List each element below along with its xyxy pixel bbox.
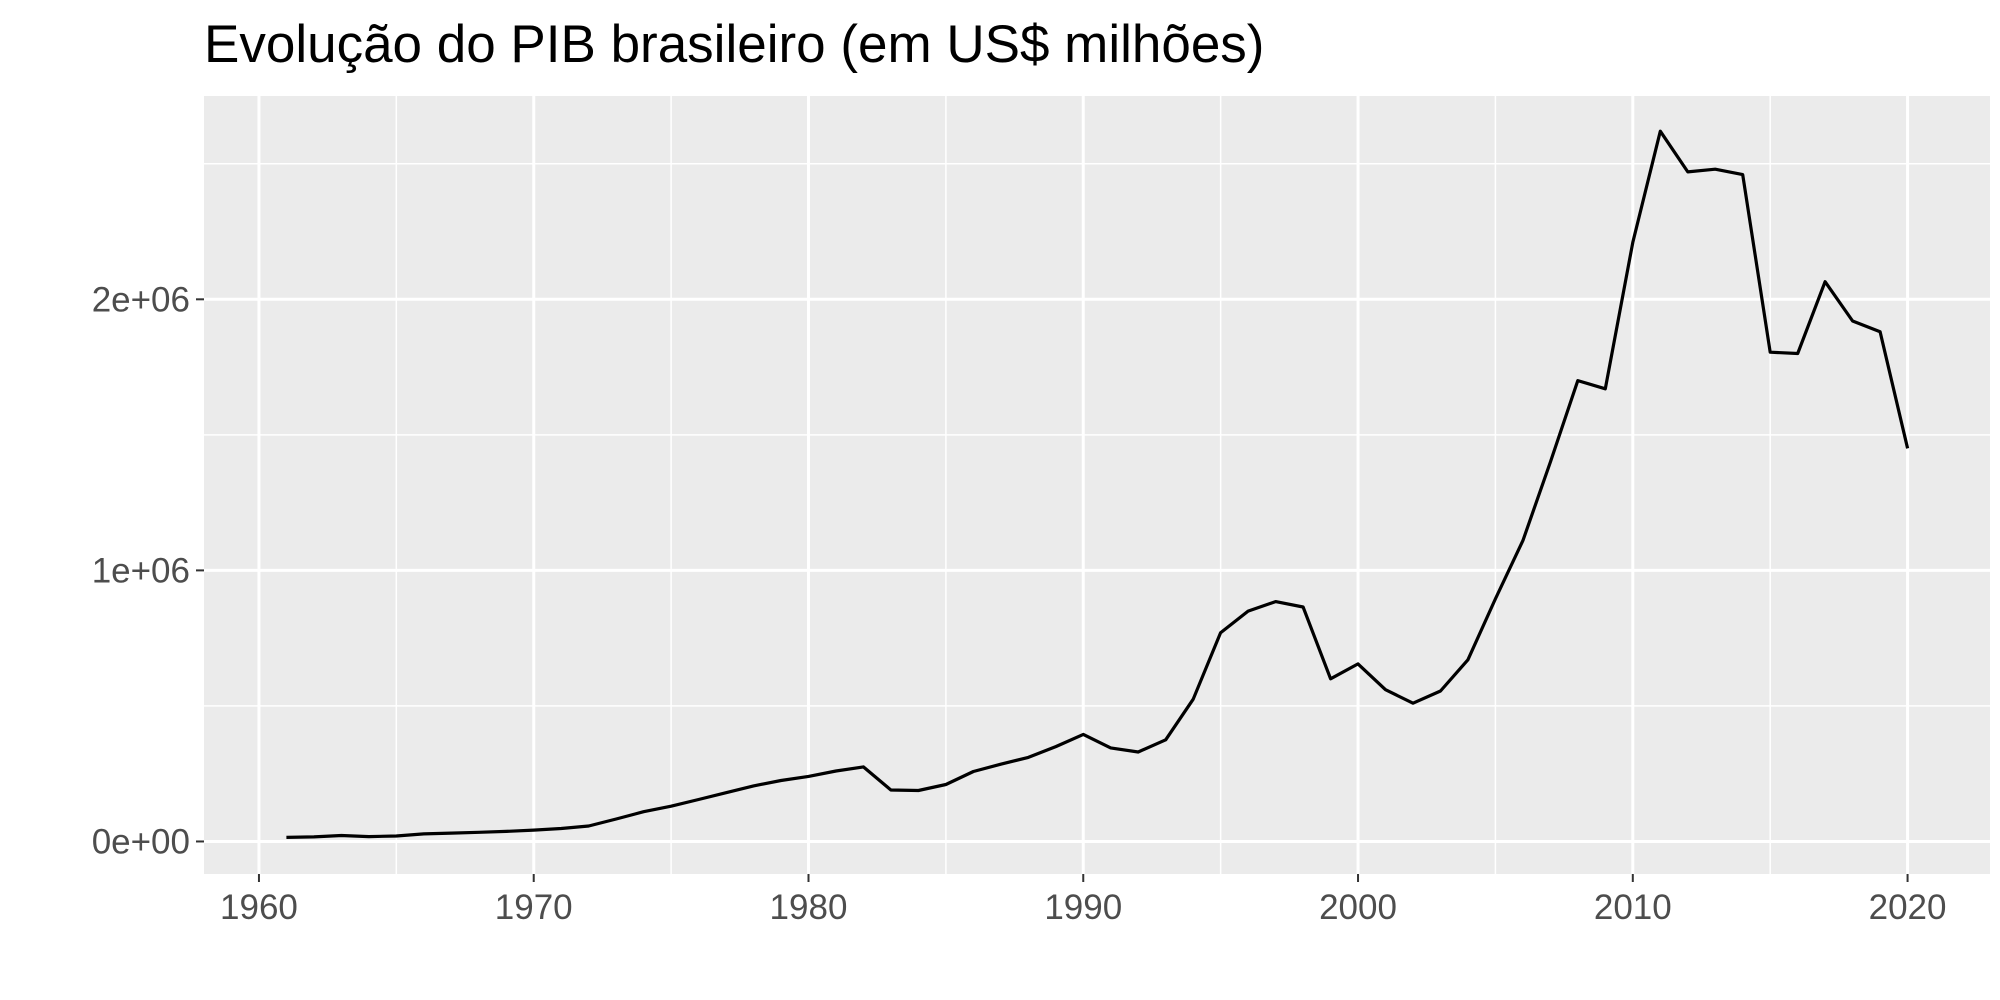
y-tick-label: 1e+06 — [92, 551, 190, 590]
x-tick-label: 1960 — [220, 888, 298, 927]
minor-gridlines — [204, 96, 1990, 874]
x-tick-label: 2000 — [1319, 888, 1397, 927]
x-tick-label: 1970 — [495, 888, 573, 927]
y-axis: 0e+00 1e+06 2e+06 — [92, 280, 204, 861]
gdp-series-line — [286, 129, 1910, 839]
x-tick-label: 1990 — [1044, 888, 1122, 927]
x-tick-label: 1980 — [770, 888, 848, 927]
y-tick-label: 0e+00 — [92, 822, 190, 861]
plot-panel — [204, 96, 1990, 874]
x-tick-label: 2010 — [1594, 888, 1672, 927]
y-tick-label: 2e+06 — [92, 280, 190, 319]
major-gridlines — [204, 96, 1990, 874]
x-axis: 1960 1970 1980 1990 2000 2010 2020 — [220, 874, 1947, 927]
x-tick-label: 2020 — [1869, 888, 1947, 927]
chart-title: Evolução do PIB brasileiro (em US$ milhõ… — [204, 15, 1265, 74]
